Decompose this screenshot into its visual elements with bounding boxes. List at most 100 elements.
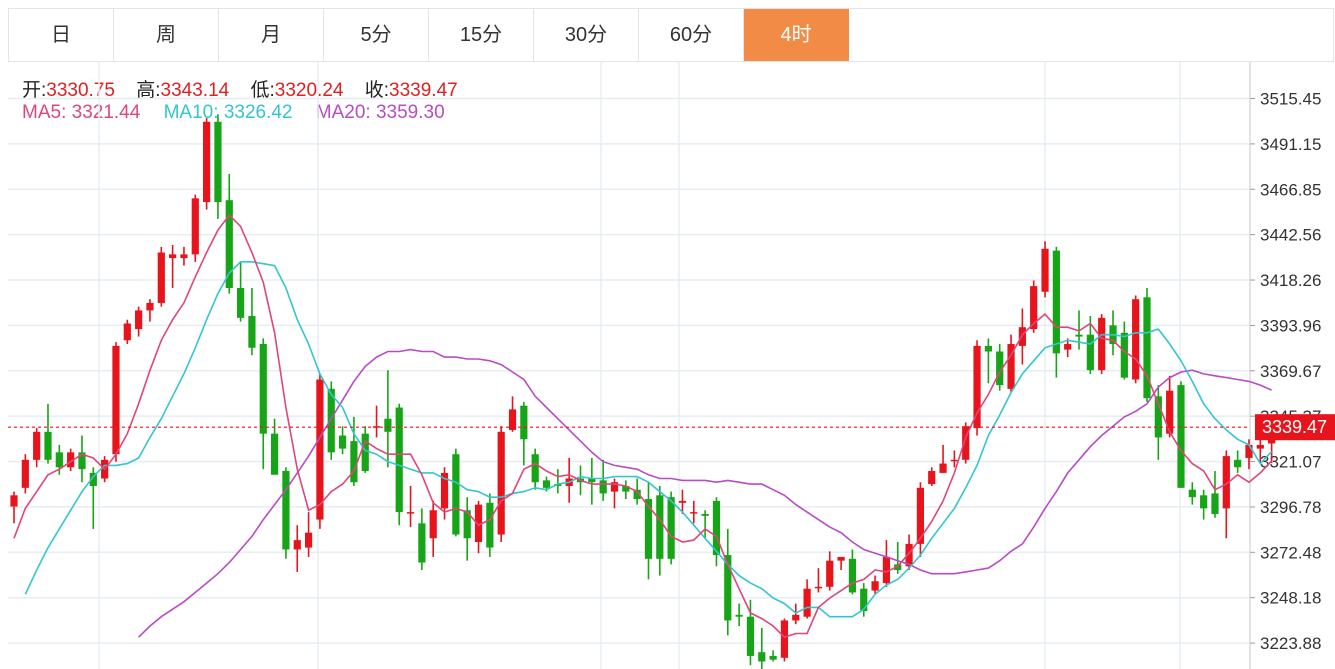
- candle-body-33: [384, 418, 392, 432]
- candle-body-51: [588, 478, 596, 483]
- candle-body-89: [1018, 327, 1026, 346]
- candle-body-30: [350, 441, 358, 483]
- candle-body-27: [316, 379, 324, 520]
- candle-body-3: [44, 431, 52, 460]
- candle-body-6: [78, 452, 86, 470]
- candle-body-69: [792, 614, 800, 621]
- candle-body-76: [871, 581, 879, 591]
- candle-body-83: [950, 459, 958, 462]
- candle-body-84: [962, 426, 970, 460]
- candle-body-11: [135, 310, 143, 330]
- y-tick-label-2: 3466.85: [1260, 180, 1321, 199]
- candlestick-chart[interactable]: 3515.45 3491.15 3466.85 3442.56 3418.26 3393.…: [0, 62, 1335, 669]
- candle-body-17: [203, 121, 211, 203]
- open-value: 3330.75: [46, 80, 115, 101]
- candle-body-44: [508, 409, 517, 430]
- y-tick-label-3: 3442.56: [1260, 226, 1321, 245]
- candle-body-1: [21, 459, 29, 488]
- current-price-label: 3339.47: [1262, 417, 1327, 437]
- candle-body-75: [860, 588, 868, 612]
- candle-body-56: [644, 499, 653, 559]
- y-tick-label-11: 3248.18: [1260, 589, 1321, 608]
- candle-body-18: [214, 121, 222, 203]
- candle-body-42: [486, 502, 494, 548]
- candle-body-15: [180, 254, 188, 259]
- candle-body-104: [1188, 489, 1196, 498]
- candle-body-64: [735, 614, 743, 617]
- candle-body-58: [667, 497, 675, 559]
- candle-body-100: [1143, 297, 1151, 399]
- candle-body-59: [678, 500, 687, 503]
- candle-body-20: [237, 287, 245, 318]
- candle-body-103: [1177, 385, 1185, 488]
- ma20-readout: MA20: 3359.30: [316, 102, 445, 123]
- candle-body-94: [1075, 334, 1083, 337]
- tab-0[interactable]: 日: [9, 9, 114, 61]
- candle-body-99: [1132, 299, 1140, 380]
- candle-body-23: [270, 433, 279, 475]
- tab-4[interactable]: 15分: [429, 9, 534, 61]
- ohlc-readout: 开:3330.75 高:3343.14 低:3320.24 收:3339.47: [22, 75, 474, 102]
- candle-body-13: [157, 252, 165, 303]
- candle-body-85: [973, 345, 981, 429]
- candle-body-67: [769, 655, 777, 660]
- candle-body-37: [429, 510, 437, 539]
- tab-1[interactable]: 周: [114, 9, 219, 61]
- candle-body-57: [656, 495, 664, 559]
- tab-6[interactable]: 60分: [639, 9, 744, 61]
- candle-body-108: [1234, 459, 1242, 468]
- tab-5[interactable]: 30分: [534, 9, 639, 61]
- candle-body-41: [474, 504, 483, 542]
- candle-body-95: [1086, 334, 1094, 371]
- candle-body-98: [1120, 332, 1128, 378]
- y-tick-label-10: 3272.48: [1260, 543, 1321, 562]
- candle-body-53: [610, 482, 619, 492]
- y-tick-label-9: 3296.78: [1260, 498, 1321, 517]
- y-tick-label-6: 3369.67: [1260, 362, 1321, 381]
- candle-body-10: [123, 323, 131, 341]
- candle-body-70: [803, 588, 811, 617]
- candle-body-45: [520, 405, 528, 440]
- candle-body-63: [724, 555, 732, 621]
- candle-body-28: [327, 388, 335, 453]
- candle-body-55: [633, 489, 641, 500]
- tab-7[interactable]: 4时: [744, 9, 849, 61]
- ma10-line: [24, 261, 1273, 618]
- ma20-value: 3359.30: [375, 102, 445, 123]
- candle-body-105: [1200, 495, 1208, 509]
- candle-body-39: [452, 454, 460, 535]
- candle-body-4: [55, 452, 63, 468]
- y-tick-label-1: 3491.15: [1260, 135, 1321, 154]
- tab-2[interactable]: 月: [219, 9, 324, 61]
- candle-body-48: [554, 484, 562, 486]
- tab-3[interactable]: 5分: [324, 9, 429, 61]
- ma10-value: 3326.42: [223, 102, 293, 123]
- candle-body-96: [1098, 317, 1106, 371]
- candle-body-68: [780, 620, 789, 658]
- candle-body-16: [191, 198, 199, 255]
- candle-body-91: [1041, 248, 1049, 292]
- ma5-line: [13, 213, 1273, 639]
- candle-body-109: [1245, 444, 1253, 458]
- candle-body-38: [440, 472, 449, 509]
- ma5-label: MA5:: [22, 102, 67, 123]
- low-label: 低:: [250, 80, 275, 101]
- candle-body-92: [1052, 250, 1060, 354]
- candle-body-110: [1256, 444, 1264, 449]
- high-value: 3343.14: [160, 80, 230, 101]
- candle-body-5: [67, 452, 75, 468]
- high-label: 高:: [136, 80, 161, 101]
- open-label: 开:: [22, 80, 47, 101]
- candle-body-31: [361, 433, 369, 472]
- close-value: 3339.47: [389, 80, 458, 101]
- ma20-line: [138, 348, 1272, 638]
- candle-body-62: [712, 500, 721, 556]
- candle-body-24: [282, 471, 290, 550]
- ma10-readout: MA10: 3326.42: [164, 102, 293, 123]
- candle-body-80: [916, 487, 924, 544]
- candle-body-106: [1211, 493, 1219, 514]
- current-price-tag: [1255, 414, 1335, 441]
- candle-body-79: [905, 543, 913, 567]
- candle-body-43: [497, 431, 505, 535]
- y-tick-label-12: 3223.88: [1260, 634, 1321, 653]
